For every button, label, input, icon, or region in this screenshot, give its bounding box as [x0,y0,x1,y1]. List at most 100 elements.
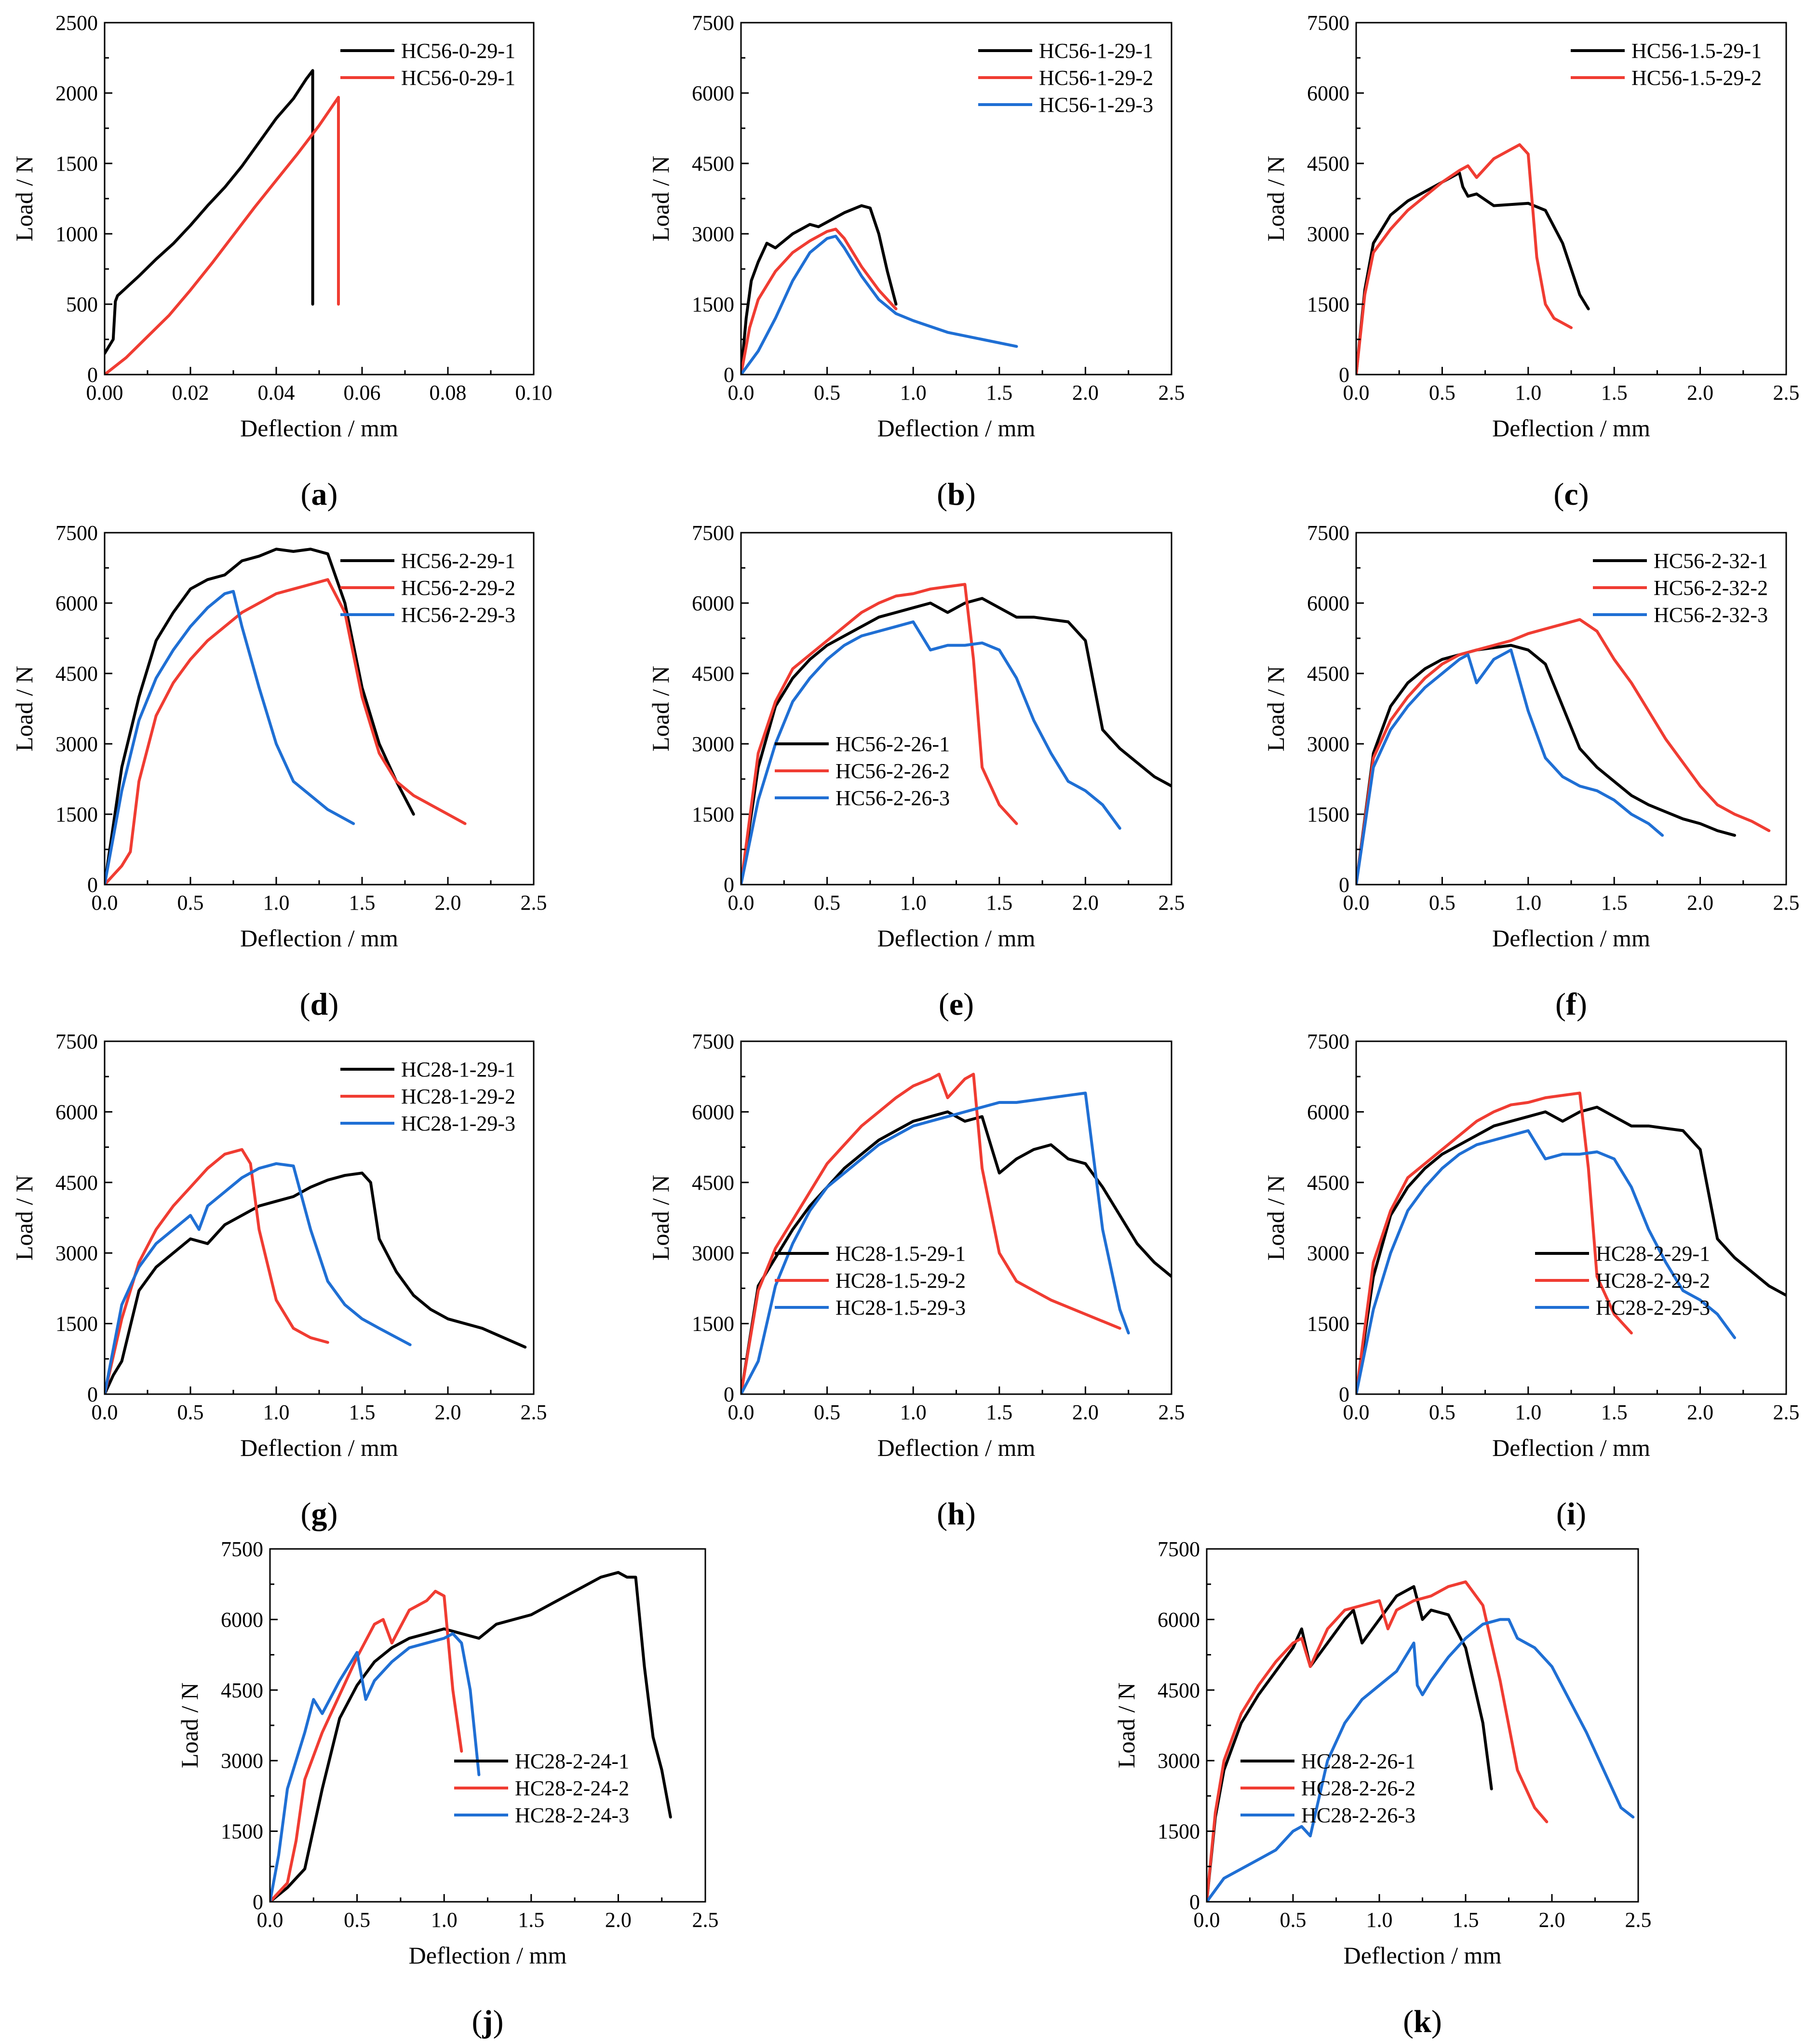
y-tick-label: 0 [1339,363,1349,387]
series-line-e-1 [741,597,1172,885]
y-tick-label: 1500 [221,1820,263,1843]
panel-caption: (a) [301,477,338,512]
y-tick-label: 6000 [692,1100,734,1124]
legend-entry: HC28-2-24-1 [515,1749,629,1773]
panel-caption: (e) [939,987,974,1022]
x-tick-label: 0.5 [814,1400,840,1424]
legend: HC56-1.5-29-1 HC56-1.5-29-2 [1571,39,1762,90]
series-line-j-2 [270,1589,463,1902]
y-tick-label: 3000 [221,1749,263,1773]
y-tick-label: 4500 [692,662,734,686]
y-axis-label: Load / N [11,666,38,752]
x-tick-label: 1.5 [986,891,1012,914]
series-group [1207,1580,1635,1902]
series-group [741,1073,1172,1394]
panel-h: 0.0 0.5 1.0 1.5 2.0 2.5 0 1500 3000 4500 6000 7500 D… [647,1030,1185,1532]
series-line-j-3 [270,1632,481,1902]
legend-entry: HC28-2-26-2 [1301,1776,1415,1800]
legend-entry: HC28-2-26-3 [1301,1803,1415,1827]
legend-entry: HC56-2-29-2 [401,576,515,600]
y-tick-label: 6000 [692,592,734,615]
panel-c: 0.0 0.5 1.0 1.5 2.0 2.5 0 1500 3000 4500 6000 7500 D… [1262,11,1800,512]
series-group [105,548,467,885]
x-tick-label: 2.5 [1625,1908,1652,1932]
y-tick-label: 3000 [1307,732,1349,756]
series-group [741,583,1172,885]
y-tick-label: 1500 [55,803,98,826]
legend-entry: HC28-1-29-1 [401,1058,515,1081]
series-line-d-2 [105,578,467,885]
x-axis-label: Deflection / mm [240,415,398,442]
x-tick-label: 1.0 [1515,381,1541,404]
y-tick-label: 500 [66,293,98,316]
y-tick-label: 2000 [55,81,98,105]
x-tick-label: 1.5 [349,891,376,914]
legend-entry: HC28-2-24-3 [515,1803,629,1827]
series-line-a-1 [105,69,314,355]
series-group [741,204,1018,375]
series-line-d-1 [105,548,415,885]
plot-frame [1206,1548,1639,1903]
y-tick-label: 7500 [692,11,734,35]
y-tick-label: 6000 [55,1100,98,1124]
x-tick-label: 0.5 [814,381,840,404]
y-axis-label: Load / N [176,1682,203,1768]
x-tick-label: 0.00 [86,381,123,404]
x-tick-label: 0.06 [344,381,381,404]
y-tick-label: 4500 [55,1171,98,1195]
y-axis-label: Load / N [1262,156,1289,242]
y-tick-label: 3000 [1158,1749,1200,1773]
y-tick-label: 4500 [1307,1171,1349,1195]
x-tick-label: 0.5 [177,1400,204,1424]
panel-caption: (h) [937,1496,976,1532]
x-tick-label: 0.0 [728,1400,755,1424]
series-line-i-3 [1356,1129,1736,1394]
x-tick-label: 1.0 [263,891,290,914]
series-line-b-2 [741,228,898,375]
y-tick-label: 1500 [692,293,734,316]
y-tick-label: 7500 [1307,521,1349,545]
y-tick-label: 6000 [1158,1608,1200,1631]
x-tick-label: 2.5 [521,891,547,914]
x-tick-label: 2.5 [521,1400,547,1424]
series-line-b-3 [741,234,1018,375]
panel-f: 0.0 0.5 1.0 1.5 2.0 2.5 0 1500 3000 4500 6000 7500 D… [1262,521,1800,1022]
y-tick-label: 6000 [692,81,734,105]
x-tick-label: 0.02 [172,381,209,404]
panel-a: 0.00 0.02 0.04 0.06 0.08 0.10 0 500 1000 1500 2000… [11,11,552,512]
legend-entry: HC56-2-26-3 [835,786,950,810]
x-tick-label: 0.08 [430,381,467,404]
y-tick-label: 0 [1189,1890,1200,1914]
series-line-h-2 [741,1073,1121,1394]
x-tick-label: 0.5 [1280,1908,1307,1932]
x-tick-label: 1.5 [1601,891,1628,914]
x-tick-label: 0.0 [92,891,118,914]
legend-entry: HC28-2-29-1 [1596,1242,1710,1265]
panel-i: 0.0 0.5 1.0 1.5 2.0 2.5 0 1500 3000 4500 6000 7500 D… [1262,1030,1800,1532]
legend-entry: HC28-1-29-2 [401,1085,515,1108]
x-axis-label: Deflection / mm [1492,415,1650,442]
x-tick-label: 1.5 [1601,1400,1628,1424]
x-tick-label: 1.0 [263,1400,290,1424]
x-tick-label: 2.5 [1159,381,1185,404]
y-tick-label: 6000 [221,1608,263,1631]
x-tick-label: 1.0 [431,1908,458,1932]
y-tick-label: 3000 [692,222,734,246]
y-axis-label: Load / N [1262,666,1289,752]
series-line-c-2 [1356,143,1573,375]
series-group [105,1148,527,1394]
y-tick-label: 0 [87,1383,98,1406]
x-tick-label: 2.0 [1539,1908,1565,1932]
x-tick-label: 1.0 [1515,1400,1541,1424]
legend-entry: HC56-2-29-3 [401,603,515,627]
y-tick-label: 1500 [692,1312,734,1336]
y-tick-label: 4500 [1307,152,1349,175]
series-line-i-1 [1356,1105,1786,1394]
panel-caption: (j) [472,2004,504,2039]
legend-entry: HC56-0-29-1 [401,66,515,90]
y-tick-label: 4500 [692,1171,734,1195]
legend-entry: HC28-1.5-29-3 [835,1296,966,1319]
series-line-c-1 [1356,171,1590,375]
series-line-d-3 [105,590,355,885]
